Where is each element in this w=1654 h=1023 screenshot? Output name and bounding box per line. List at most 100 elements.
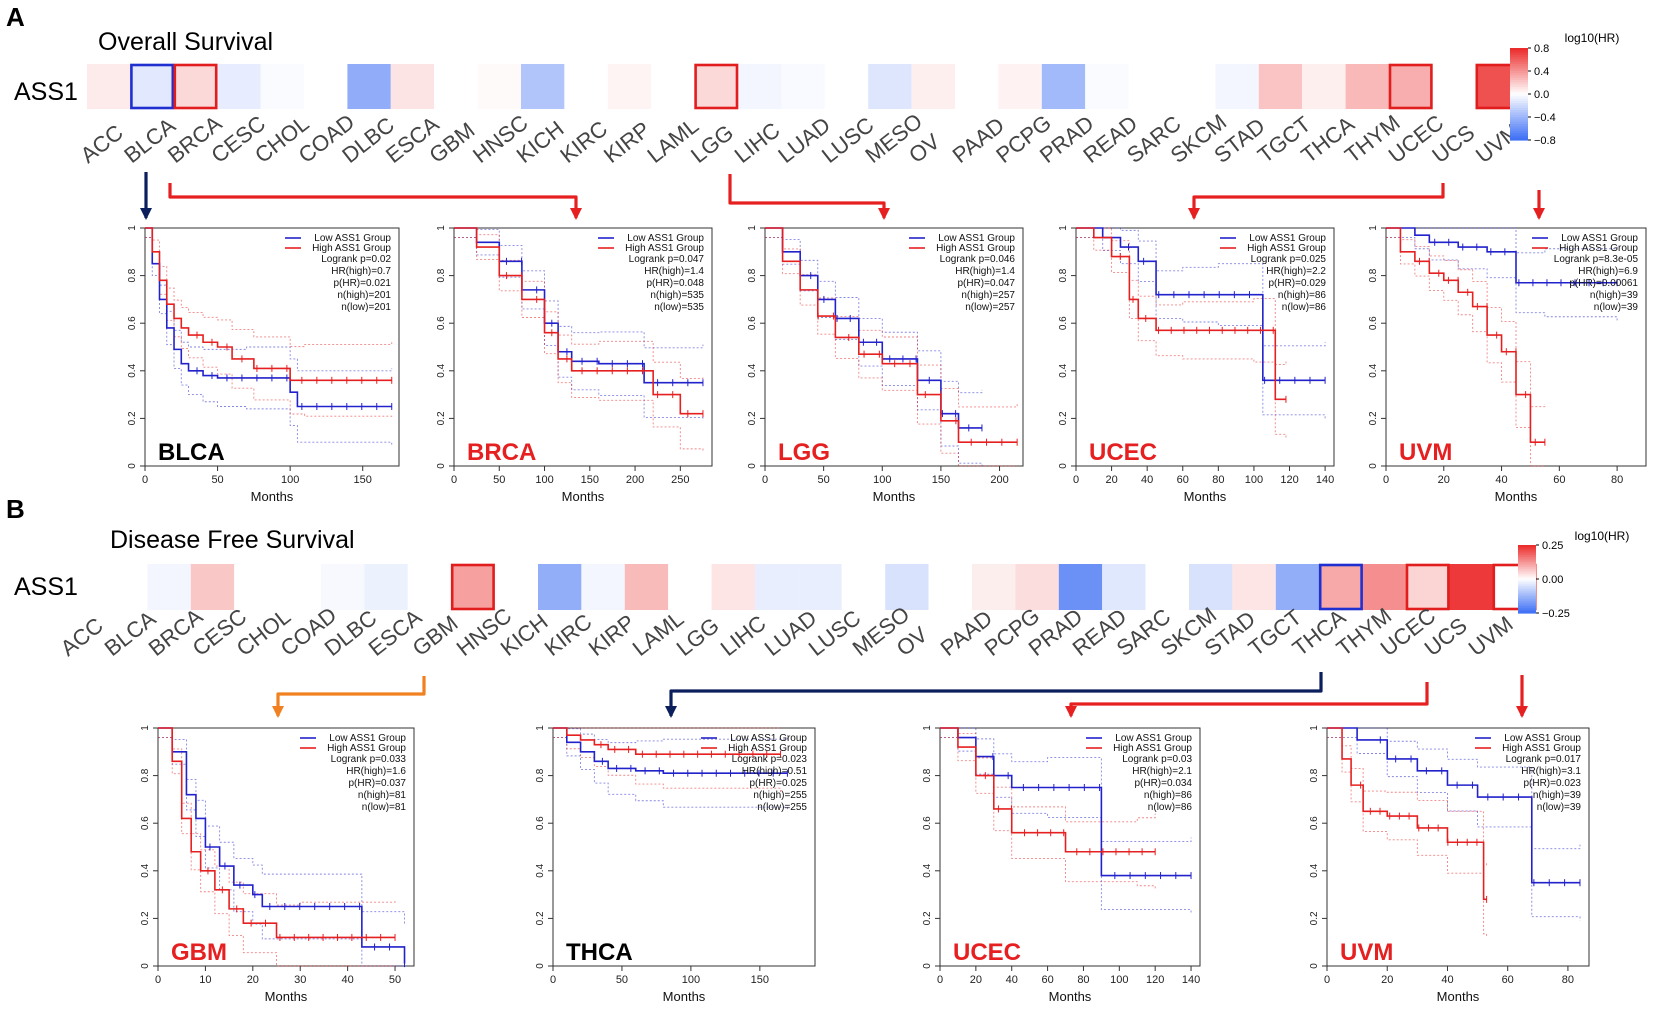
km-a-uvm-curve-blue xyxy=(1386,227,1618,284)
km-a-blca-xlabel: Months xyxy=(251,489,294,504)
km-a-lgg-xtick-label: 100 xyxy=(873,474,891,486)
km-a-brca-title: BRCA xyxy=(467,439,536,466)
km-b-gbm-xtick-label: 30 xyxy=(294,974,306,986)
km-a-ucec-stat: n(low)=86 xyxy=(1282,302,1327,313)
km-a-uvm-stat: p(HR)=0.00061 xyxy=(1569,278,1638,289)
km-b-ucec-xtick-label: 120 xyxy=(1146,974,1164,986)
km-a-blca-xtick-label: 150 xyxy=(354,474,372,486)
km-b-ucec-xtick-label: 60 xyxy=(1041,974,1053,986)
km-a-uvm-ci-blue xyxy=(1386,237,1618,321)
km-a-ucec-xtick-label: 20 xyxy=(1105,474,1117,486)
heat-highlight-gbm xyxy=(450,563,495,611)
km-a-uvm-stat: Logrank p=8.3e-05 xyxy=(1554,254,1639,265)
colorbar-segment xyxy=(1518,548,1536,551)
heat-cell-ucec xyxy=(1389,64,1433,109)
colorbar-segment xyxy=(1510,103,1528,107)
heat-cell-kich xyxy=(538,564,582,610)
heat-cell-ucec xyxy=(1406,564,1450,610)
heat-cell-stad xyxy=(1232,564,1276,610)
km-a-blca-title: BLCA xyxy=(158,439,225,466)
colorbar-segment xyxy=(1510,77,1528,81)
colorbar-segment xyxy=(1518,570,1536,573)
heat-cell-dlbc xyxy=(347,64,391,109)
km-b-gbm-ytick-label: 0.6 xyxy=(140,816,151,830)
km-b-ucec-xtick-label: 80 xyxy=(1077,974,1089,986)
km-a-blca-curve-blue xyxy=(145,227,392,408)
heat-cell-tgct xyxy=(1275,564,1320,610)
colorbar-segment xyxy=(1518,575,1536,578)
arrow-uvm-head xyxy=(1533,208,1545,220)
heat-cell-lgg xyxy=(711,564,755,610)
km-b-gbm-curve-blue xyxy=(158,727,406,964)
km-a-lgg-ytick-label: 0.6 xyxy=(747,316,758,330)
km-b-gbm-xtick-label: 0 xyxy=(155,974,161,986)
km-b-ucec-xtick-label: 0 xyxy=(937,974,943,986)
km-a-uvm-ytick-label: 1 xyxy=(1368,225,1379,231)
km-b-uvm-ci-blue xyxy=(1327,737,1581,921)
km-a-uvm-ytick-label: 0.8 xyxy=(1368,268,1379,282)
heat-cell-prad xyxy=(1058,564,1103,610)
km-b-gbm-stat: p(HR)=0.037 xyxy=(348,778,406,789)
colorbar-segment xyxy=(1518,597,1536,600)
colorbar-segment xyxy=(1518,590,1536,594)
km-b-ucec-stat: HR(high)=2.1 xyxy=(1132,766,1192,777)
km-b-thca-stat: n(high)=255 xyxy=(753,790,807,801)
km-a-ucec-xtick-label: 100 xyxy=(1245,474,1263,486)
colorbar-segment xyxy=(1518,560,1536,563)
colorbar-segment xyxy=(1518,553,1536,556)
km-b-uvm-ytick-label: 0.2 xyxy=(1309,911,1320,925)
km-a-lgg-ytick-label: 0 xyxy=(747,463,758,469)
km-a-brca-ytick-label: 1 xyxy=(436,225,447,231)
colorbar-segment xyxy=(1510,64,1528,67)
colorbar-segment xyxy=(1518,572,1536,575)
km-b-thca-frame xyxy=(552,727,816,967)
colorbar-segment xyxy=(1510,54,1528,58)
colorbar-segment xyxy=(1518,592,1536,595)
heat-cell-brca xyxy=(173,64,218,109)
km-b-ucec-xtick-label: 20 xyxy=(970,974,982,986)
km-a-blca-xtick-label: 100 xyxy=(281,474,299,486)
km-a-lgg-frame xyxy=(764,227,1024,467)
km-b-gbm-xtick-label: 20 xyxy=(247,974,259,986)
km-b-gbm-stat: n(high)=81 xyxy=(358,790,407,801)
heat-cell-kirc xyxy=(581,564,625,610)
km-a-blca-stat: n(low)=201 xyxy=(341,302,391,313)
km-b-gbm-ytick-label: 1 xyxy=(140,725,151,731)
colorbar-segment xyxy=(1518,567,1536,570)
km-a-brca-stat: Logrank p=0.047 xyxy=(629,254,705,265)
km-a-blca-ci-blue xyxy=(145,227,393,372)
heat-cell-cesc xyxy=(234,564,278,610)
colorbar-segment xyxy=(1510,68,1528,72)
km-b-ucec-title: UCEC xyxy=(953,939,1021,966)
colorbar-segment xyxy=(1518,602,1536,606)
panel-a-heatmap xyxy=(87,63,1520,110)
km-b-uvm-ytick-label: 0.6 xyxy=(1309,816,1320,830)
heat-cell-thym xyxy=(1362,564,1406,610)
km-b-uvm-xtick-label: 60 xyxy=(1502,974,1514,986)
arrow-thca xyxy=(669,672,1323,716)
panel-b-gene-label: ASS1 xyxy=(14,573,78,601)
km-b-gbm-ytick-label: 0.8 xyxy=(140,768,151,782)
heat-cell-dlbc xyxy=(364,564,408,610)
km-a-lgg-ytick-label: 0.2 xyxy=(747,411,758,425)
km-a-brca-xtick-label: 250 xyxy=(671,474,689,486)
heat-cell-lgg xyxy=(694,64,738,109)
colorbar-segment xyxy=(1510,94,1528,97)
km-b-thca-ytick-label: 0.4 xyxy=(535,863,546,877)
arrow-blca-head xyxy=(140,208,152,220)
colorbar-segment xyxy=(1510,114,1528,118)
colorbar-segment xyxy=(1518,596,1536,599)
km-a-blca-ci-red xyxy=(145,237,393,419)
km-b-uvm-ytick-label: 0.8 xyxy=(1309,768,1320,782)
colorbar-segment xyxy=(1510,82,1528,86)
km-b-gbm-xlabel: Months xyxy=(265,989,308,1004)
heat-cell-lusc xyxy=(841,564,886,610)
colorbar-segment xyxy=(1518,551,1536,555)
panel-b-label: B xyxy=(6,494,25,524)
colorbar-segment xyxy=(1518,568,1536,572)
km-a-brca-xlabel: Months xyxy=(562,489,605,504)
km-a-ucec-ci-red xyxy=(1076,227,1287,365)
km-b-ucec-ci-red xyxy=(940,727,1156,823)
panel-a-colorbar: log10(HR) 0.8 0.4 0.0 −0.4 −0.8 xyxy=(1510,31,1619,147)
